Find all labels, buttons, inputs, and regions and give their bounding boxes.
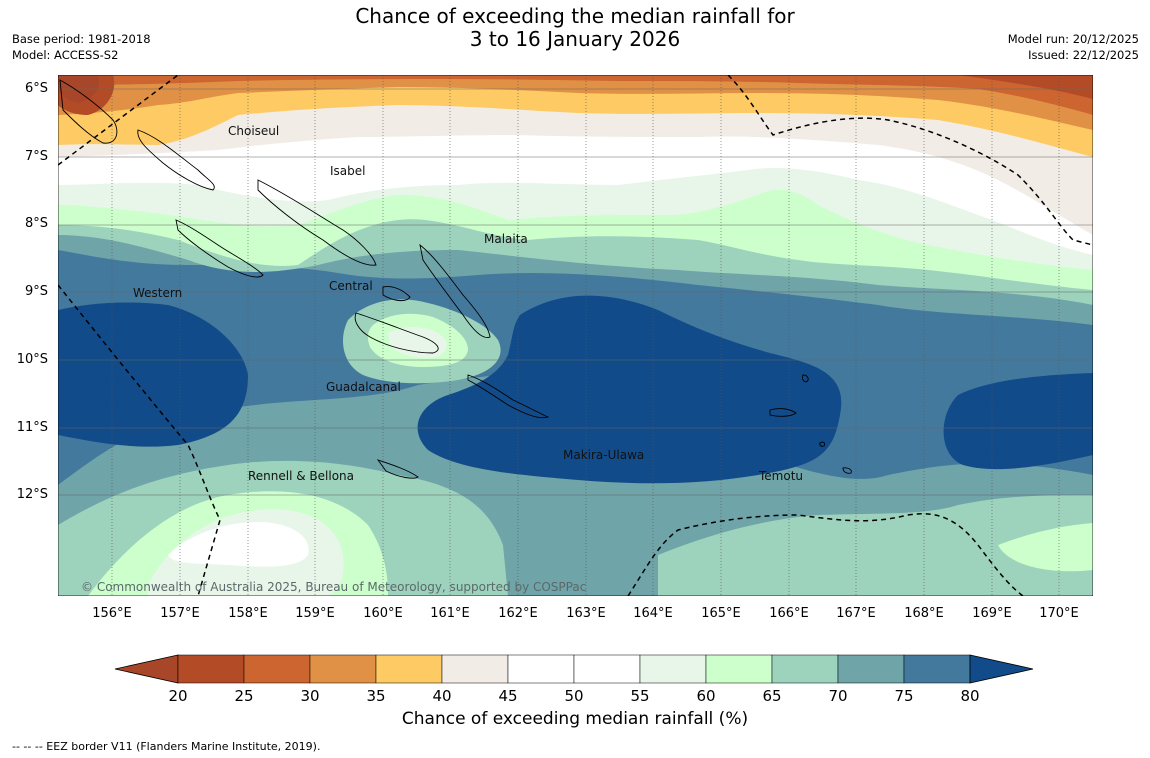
lon-label-164e: 164°E <box>633 606 673 621</box>
lat-label-12s: 12°S <box>16 487 48 502</box>
lon-label-162e: 162°E <box>498 606 538 621</box>
colorbar-cell <box>243 654 311 684</box>
place-rennell-bellona: Rennell & Bellona <box>248 469 354 483</box>
meta-left: Base period: 1981-2018 Model: ACCESS-S2 <box>12 31 151 63</box>
latitude-gridlines <box>58 88 1093 496</box>
colorbar-cell <box>177 654 245 684</box>
island-malaita <box>419 243 491 338</box>
place-western: Western <box>133 286 182 300</box>
lat-label-11s: 11°S <box>16 420 48 435</box>
base-period-text: Base period: 1981-2018 <box>12 32 151 46</box>
colorbar-tick-45: 45 <box>498 687 518 705</box>
eez-borders <box>58 75 1093 596</box>
island-choiseul <box>137 129 215 191</box>
band-65-70-southeast <box>658 495 1093 596</box>
colorbar-tick-50: 50 <box>564 687 584 705</box>
lon-label-159e: 159°E <box>295 606 335 621</box>
meta-right: Model run: 20/12/2025 Issued: 22/12/2025 <box>1008 31 1139 63</box>
colorbar-cell <box>309 654 377 684</box>
model-run-text: Model run: 20/12/2025 <box>1007 32 1139 46</box>
island-rennell <box>376 459 419 479</box>
coastlines <box>59 79 852 479</box>
place-isabel: Isabel <box>330 164 365 178</box>
lon-label-161e: 161°E <box>430 606 470 621</box>
place-makira-ulawa: Makira-Ulawa <box>563 448 644 462</box>
band-40-45-north <box>58 75 1093 157</box>
lat-label-6s: 6°S <box>24 81 48 96</box>
colorbar-cell <box>771 654 839 684</box>
band-55-60-guadalcanal <box>388 327 447 358</box>
lat-label-10s: 10°S <box>16 352 48 367</box>
colorbar-tick-30: 30 <box>300 687 320 705</box>
colorbar <box>114 654 1034 684</box>
island-guadalcanal <box>354 312 439 354</box>
colorbar-cells <box>114 654 1034 684</box>
lon-label-158e: 158°E <box>228 606 268 621</box>
colorbar-cell <box>507 654 575 684</box>
map-title-line-1: Chance of exceeding the median rainfall … <box>355 4 795 28</box>
colorbar-cell <box>375 654 443 684</box>
island-nggela <box>382 286 411 302</box>
island-utupua <box>802 374 809 383</box>
lon-label-166e: 166°E <box>769 606 809 621</box>
band-50-55-south <box>168 522 309 567</box>
island-bougainville <box>59 79 118 144</box>
lon-label-157e: 157°E <box>160 606 200 621</box>
colorbar-tick-35: 35 <box>366 687 386 705</box>
lon-label-165e: 165°E <box>701 606 741 621</box>
colorbar-cell <box>705 654 773 684</box>
lat-label-8s: 8°S <box>24 216 48 231</box>
colorbar-tick-70: 70 <box>828 687 848 705</box>
band-45-50-north <box>58 75 1093 235</box>
lon-label-160e: 160°E <box>363 606 403 621</box>
colorbar-cell <box>639 654 707 684</box>
place-malaita: Malaita <box>484 232 528 246</box>
issued-text: Issued: 22/12/2025 <box>1028 48 1139 62</box>
band-80-east <box>943 373 1093 470</box>
colorbar-tick-60: 60 <box>696 687 716 705</box>
place-central: Central <box>329 279 373 293</box>
colorbar-label: Chance of exceeding median rainfall (%) <box>401 709 749 729</box>
colorbar-extend-high <box>969 654 1034 684</box>
colorbar-cell <box>837 654 905 684</box>
island-new-georgia <box>175 219 264 278</box>
band-80-west <box>58 302 248 447</box>
lon-label-170e: 170°E <box>1039 606 1079 621</box>
lon-label-169e: 169°E <box>972 606 1012 621</box>
copyright-text: © Commonwealth of Australia 2025, Bureau… <box>81 580 586 594</box>
band-80-central <box>417 295 842 484</box>
colorbar-tick-80: 80 <box>960 687 980 705</box>
lat-label-7s: 7°S <box>24 149 48 164</box>
colorbar-tick-75: 75 <box>894 687 914 705</box>
colorbar-cell <box>441 654 509 684</box>
lon-label-167e: 167°E <box>836 606 876 621</box>
colorbar-tick-40: 40 <box>432 687 452 705</box>
colorbar-tick-65: 65 <box>762 687 782 705</box>
lon-label-168e: 168°E <box>904 606 944 621</box>
model-text: Model: ACCESS-S2 <box>12 48 119 62</box>
island-vanikoro <box>842 467 852 474</box>
lon-label-156e: 156°E <box>92 606 132 621</box>
lat-label-9s: 9°S <box>24 284 48 299</box>
colorbar-tick-25: 25 <box>234 687 254 705</box>
island-tikopia <box>819 441 826 447</box>
island-isabel <box>257 179 377 266</box>
rainfall-map: Choiseul Isabel Malaita Central Western … <box>58 75 1093 596</box>
map-title-line-2: 3 to 16 January 2026 <box>469 27 681 51</box>
island-makira <box>467 374 550 419</box>
colorbar-cell <box>903 654 971 684</box>
eez-legend-text: -- -- -- EEZ border V11 (Flanders Marine… <box>12 740 321 753</box>
colorbar-cell <box>573 654 641 684</box>
place-guadalcanal: Guadalcanal <box>326 380 401 394</box>
colorbar-tick-20: 20 <box>168 687 188 705</box>
place-choiseul: Choiseul <box>228 124 279 138</box>
place-temotu: Temotu <box>758 469 803 483</box>
colorbar-extend-low <box>114 654 179 684</box>
place-labels: Choiseul Isabel Malaita Central Western … <box>133 124 803 483</box>
colorbar-tick-55: 55 <box>630 687 650 705</box>
band-60-65-southeast <box>998 523 1093 572</box>
lon-label-163e: 163°E <box>566 606 606 621</box>
island-santa-cruz <box>769 408 797 417</box>
